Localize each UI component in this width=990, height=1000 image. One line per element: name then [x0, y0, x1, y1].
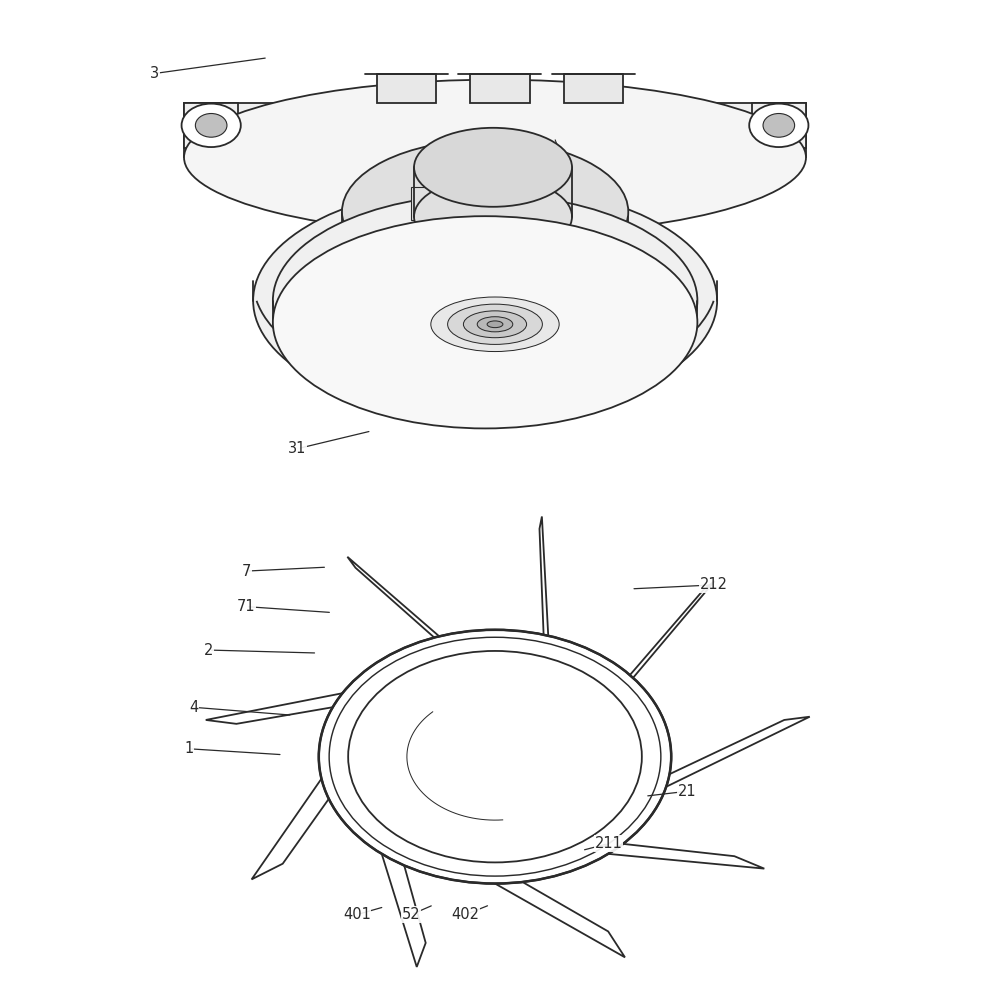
Ellipse shape [342, 140, 629, 283]
Text: 402: 402 [451, 907, 479, 922]
Text: 7: 7 [242, 564, 250, 579]
Ellipse shape [414, 128, 572, 207]
Ellipse shape [477, 317, 513, 332]
Ellipse shape [463, 311, 527, 338]
Polygon shape [606, 257, 624, 297]
Ellipse shape [749, 104, 809, 147]
Text: 2: 2 [204, 643, 214, 658]
Text: 21: 21 [678, 784, 697, 799]
Polygon shape [376, 74, 436, 103]
Ellipse shape [342, 224, 629, 367]
Polygon shape [561, 279, 579, 318]
Text: 212: 212 [700, 577, 729, 592]
Ellipse shape [431, 297, 559, 352]
Polygon shape [495, 866, 625, 957]
Ellipse shape [273, 216, 697, 428]
Ellipse shape [273, 194, 697, 407]
Polygon shape [621, 581, 715, 686]
Ellipse shape [184, 80, 806, 235]
Text: champion: champion [449, 302, 550, 333]
Polygon shape [184, 103, 806, 157]
Polygon shape [206, 693, 363, 724]
Ellipse shape [414, 177, 572, 256]
Polygon shape [392, 279, 409, 318]
Ellipse shape [319, 630, 671, 884]
Polygon shape [251, 776, 346, 879]
Polygon shape [645, 717, 810, 789]
Polygon shape [184, 103, 239, 148]
Ellipse shape [181, 104, 241, 147]
Polygon shape [470, 74, 530, 103]
Text: 31: 31 [288, 441, 307, 456]
Text: 3: 3 [149, 66, 159, 81]
Ellipse shape [253, 185, 717, 417]
Text: 4: 4 [189, 700, 199, 715]
Ellipse shape [447, 304, 543, 344]
Polygon shape [751, 103, 806, 148]
Text: 71: 71 [237, 599, 255, 614]
Ellipse shape [348, 651, 642, 862]
Ellipse shape [195, 114, 227, 137]
Text: 401: 401 [343, 907, 370, 922]
Polygon shape [411, 187, 447, 220]
Ellipse shape [487, 321, 503, 328]
Polygon shape [540, 516, 548, 648]
Polygon shape [347, 557, 446, 648]
Text: 52: 52 [402, 907, 421, 922]
Polygon shape [476, 287, 494, 326]
Polygon shape [593, 841, 764, 869]
Text: 1: 1 [184, 741, 194, 756]
Polygon shape [382, 841, 426, 967]
Polygon shape [564, 74, 624, 103]
Text: 211: 211 [595, 836, 623, 851]
Ellipse shape [763, 114, 795, 137]
